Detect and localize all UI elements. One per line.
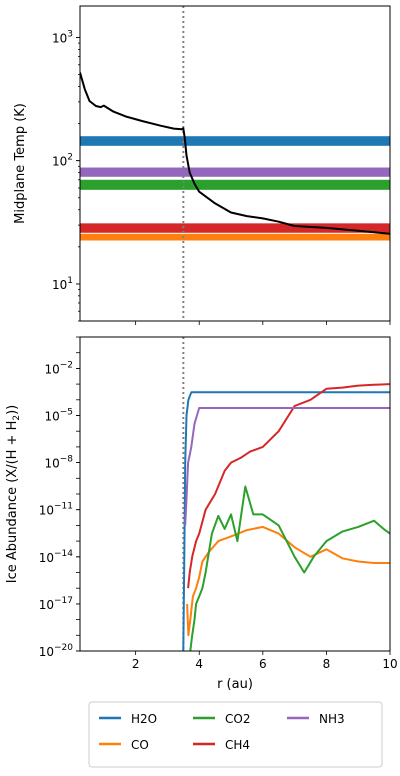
tick-label-base: 10: [39, 598, 54, 612]
y-tick-label: 10−17: [39, 596, 73, 612]
series-line-ch4: [187, 383, 390, 589]
tick-label-exponent: −5: [60, 408, 73, 418]
tick-label-base: 10: [39, 504, 54, 518]
y-axis-label-subscript: 2: [12, 415, 22, 421]
y-tick-label: 102: [52, 153, 73, 169]
condensation-band-nh3: [80, 167, 390, 177]
tick-label-base: 10: [52, 31, 67, 45]
x-tick-label: 2: [132, 657, 140, 671]
y-tick-label: 10−20: [39, 643, 74, 659]
plot-area: [182, 337, 390, 651]
y-axis-label-end: )): [5, 405, 20, 415]
x-axis-label: r (au): [217, 677, 253, 692]
tick-label-base: 10: [39, 551, 54, 565]
y-tick-label: 103: [52, 29, 73, 45]
legend-label-co: CO: [131, 738, 149, 752]
y-tick-label: 101: [52, 276, 73, 292]
x-tick-label: 6: [259, 657, 267, 671]
condensation-band-co: [80, 233, 390, 241]
tick-label-exponent: −2: [60, 360, 73, 370]
tick-label-exponent: −14: [54, 549, 73, 559]
y-axis-label-main: Midplane Temp (K): [13, 103, 28, 224]
series-line-temperature: [80, 72, 390, 235]
tick-label-base: 10: [44, 457, 59, 471]
y-axis-label-main: Ice Abundance (X/(H + H: [5, 421, 20, 584]
legend-label-nh3: NH3: [319, 712, 345, 726]
plot-area: [80, 6, 390, 321]
condensation-band-co2: [80, 179, 390, 190]
series-line-h2o: [182, 391, 390, 651]
tick-label-base: 10: [52, 155, 67, 169]
legend-label-h2o: H2O: [131, 712, 157, 726]
axes-frame: [79, 5, 391, 322]
series-line-nh3: [184, 407, 390, 526]
x-tick-label: 10: [382, 657, 397, 671]
tick-label-exponent: 1: [67, 276, 73, 286]
tick-label-exponent: 3: [67, 29, 73, 39]
tick-label-base: 10: [39, 645, 54, 659]
tick-label-base: 10: [52, 278, 67, 292]
series-line-co2: [189, 485, 390, 651]
axes-frame: [79, 336, 391, 652]
y-tick-label: 10−11: [39, 502, 73, 518]
y-axis-label: Midplane Temp (K): [13, 103, 28, 224]
tick-label-exponent: −17: [54, 596, 73, 606]
condensation-band-h2o: [80, 136, 390, 146]
condensation-band-ch4: [80, 223, 390, 233]
y-axis-label: Ice Abundance (X/(H + H2)): [5, 405, 22, 584]
tick-label-exponent: −20: [54, 643, 73, 653]
x-tick-label: 8: [323, 657, 331, 671]
tick-label-base: 10: [44, 362, 59, 376]
legend-label-ch4: CH4: [225, 738, 250, 752]
tick-label-exponent: −11: [54, 502, 73, 512]
y-tick-label: 10−2: [44, 360, 73, 376]
tick-label-exponent: 2: [67, 153, 73, 163]
y-tick-label: 10−8: [44, 455, 73, 471]
legend-label-co2: CO2: [225, 712, 250, 726]
y-tick-label: 10−5: [44, 408, 73, 424]
tick-label-base: 10: [44, 410, 59, 424]
x-tick-label: 4: [195, 657, 203, 671]
legend: H2O CO2 NH3 CO CH4: [88, 701, 383, 768]
y-tick-label: 10−14: [39, 549, 74, 565]
tick-label-exponent: −8: [60, 455, 74, 465]
